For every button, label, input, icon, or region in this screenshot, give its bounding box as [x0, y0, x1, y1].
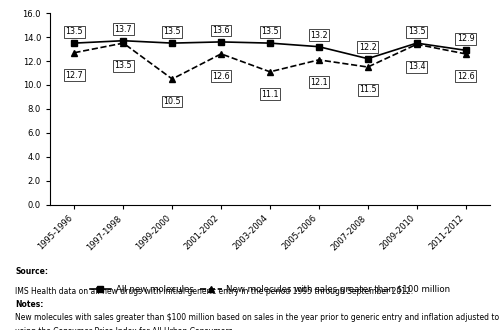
Text: IMS Health data on all new drugs with initial generic entry in the period 1995 t: IMS Health data on all new drugs with in…: [15, 287, 413, 296]
Text: 13.5: 13.5: [164, 27, 181, 36]
Text: 13.5: 13.5: [66, 27, 84, 36]
Text: 13.5: 13.5: [114, 61, 132, 70]
Text: 13.4: 13.4: [408, 62, 426, 71]
Text: 11.5: 11.5: [359, 85, 376, 94]
Legend: All new molecules, New molecules with sales greater than $100 million: All new molecules, New molecules with sa…: [86, 281, 454, 298]
Text: 13.6: 13.6: [212, 26, 230, 35]
Text: 12.1: 12.1: [310, 78, 328, 87]
Text: 11.1: 11.1: [261, 90, 279, 99]
Text: 12.9: 12.9: [456, 34, 474, 43]
Text: 12.7: 12.7: [66, 71, 84, 80]
Text: 12.2: 12.2: [359, 43, 376, 52]
Text: New molecules with sales greater than $100 million based on sales in the year pr: New molecules with sales greater than $1…: [15, 314, 500, 322]
Text: 12.6: 12.6: [456, 72, 474, 81]
Text: Source:: Source:: [15, 267, 48, 276]
Text: Notes:: Notes:: [15, 300, 44, 309]
Text: 13.5: 13.5: [261, 27, 279, 36]
Text: 12.6: 12.6: [212, 72, 230, 81]
Text: 13.2: 13.2: [310, 31, 328, 40]
Text: 10.5: 10.5: [164, 97, 181, 106]
Text: 13.5: 13.5: [408, 27, 426, 36]
Text: 13.7: 13.7: [114, 25, 132, 34]
Text: using the Consumer Price Index for All Urban Consumers.: using the Consumer Price Index for All U…: [15, 327, 235, 330]
